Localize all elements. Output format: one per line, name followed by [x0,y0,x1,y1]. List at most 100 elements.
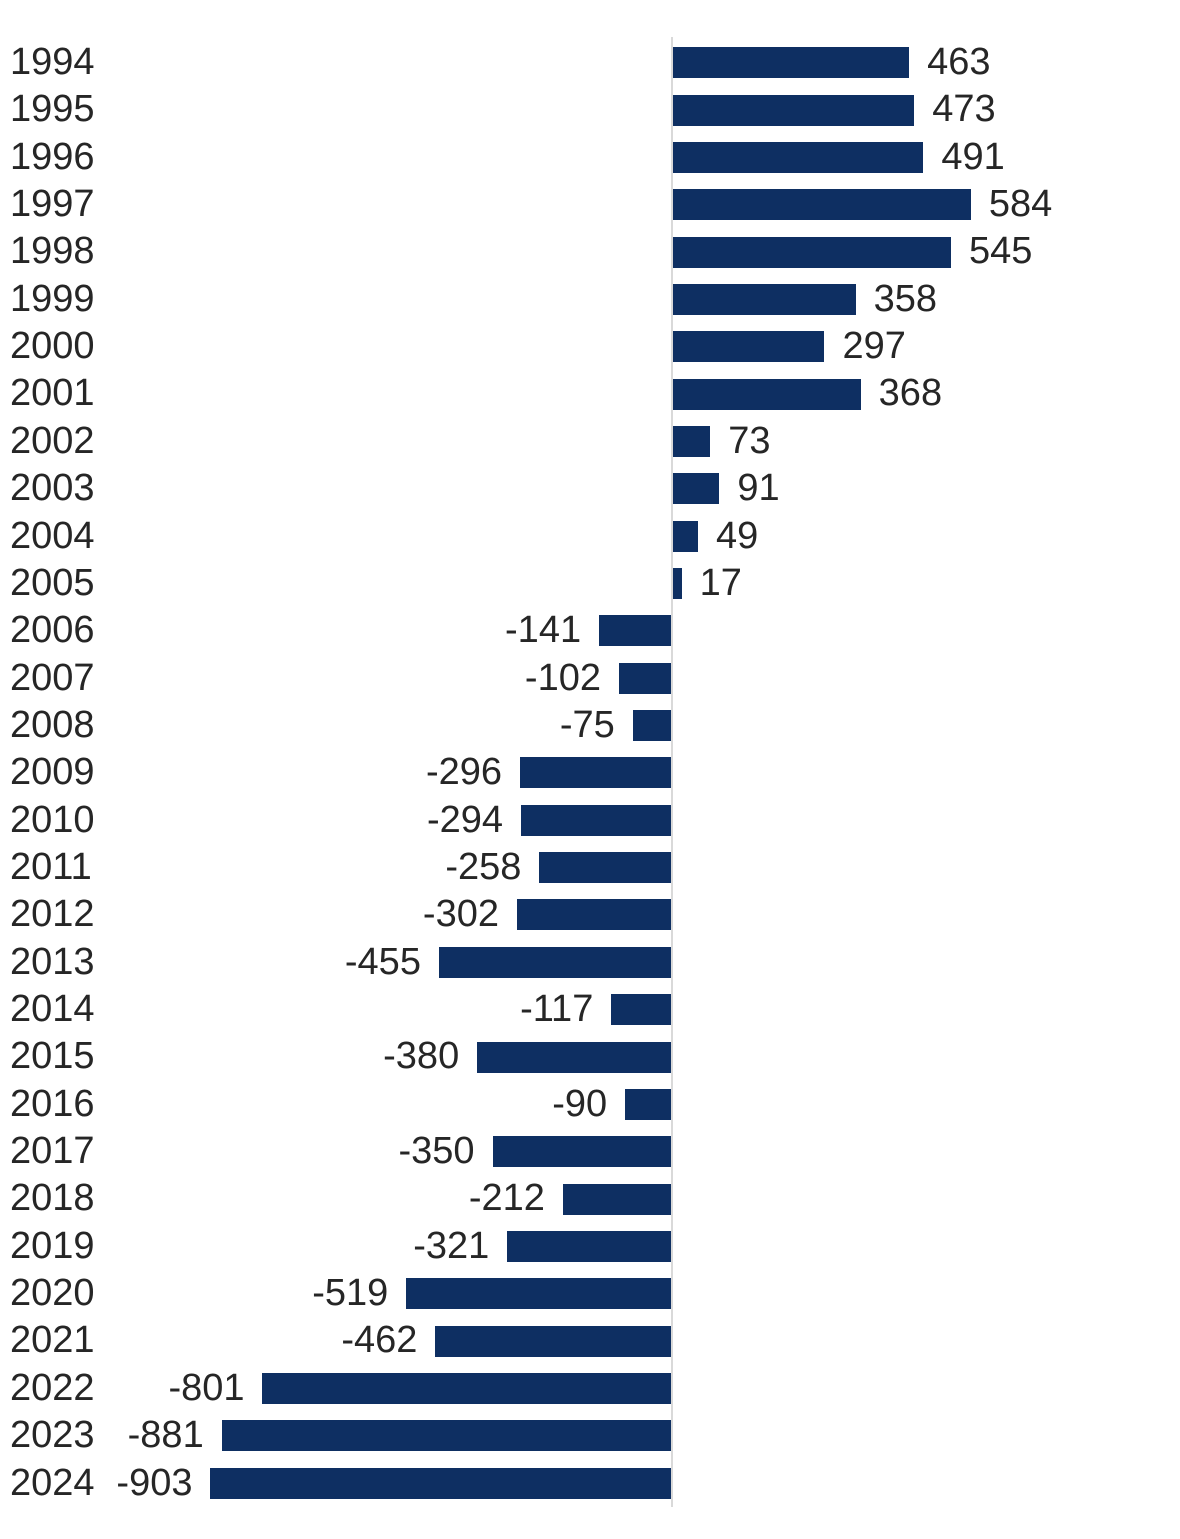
bar [221,1420,671,1452]
bar [673,473,720,505]
value-label: -455 [344,940,421,983]
chart-row: 2021 -462 [0,1317,1180,1364]
value-label: -90 [552,1082,608,1125]
year-label: 2008 [10,703,95,746]
chart-row: 2023 -881 [0,1412,1180,1459]
year-label: 2009 [10,751,95,794]
chart-row: 2020 -519 [0,1270,1180,1317]
year-label: 2010 [10,798,95,841]
year-label: 1998 [10,230,95,273]
year-label: 2004 [10,514,95,557]
chart-row: 2002 73 [0,418,1180,465]
year-label: 2015 [10,1035,95,1078]
year-label: 2011 [10,845,92,888]
chart-row: 1996 491 [0,134,1180,181]
chart-row: 2015 -380 [0,1033,1180,1080]
bar [521,804,671,836]
year-label: 1994 [10,41,95,83]
bar [492,1136,671,1168]
value-label: 473 [932,88,996,131]
chart-row: 2003 91 [0,465,1180,512]
value-label: -212 [468,1177,545,1220]
chart-row: 1999 358 [0,276,1180,323]
year-label: 2021 [10,1319,95,1362]
bar [516,899,671,931]
chart-row: 2008 -75 [0,702,1180,749]
year-label: 2019 [10,1224,95,1267]
bar [520,757,671,789]
bar [438,946,671,978]
value-label: 491 [941,135,1005,178]
chart-row: 1994 463 [0,39,1180,86]
year-label: 2017 [10,1130,95,1173]
bar [262,1372,671,1404]
year-label: 2016 [10,1082,95,1125]
year-label: 2003 [10,467,95,510]
chart-row: 2010 -294 [0,797,1180,844]
chart-row: 2022 -801 [0,1365,1180,1412]
bar [673,47,910,79]
bar [477,1041,671,1073]
chart-row: 2019 -321 [0,1223,1180,1270]
bar [406,1278,671,1310]
bar [625,1088,671,1120]
chart-row: 2012 -302 [0,891,1180,938]
bar [435,1325,671,1357]
year-label: 2000 [10,325,95,368]
value-label: 17 [699,561,742,604]
value-label: -519 [312,1272,389,1315]
bar [673,283,856,315]
chart-row: 2009 -296 [0,749,1180,796]
bar [673,378,861,410]
year-label: 2001 [10,372,95,415]
bar [673,568,682,600]
year-label: 2024 [10,1461,95,1504]
value-label: 584 [988,183,1053,226]
value-label: 463 [927,41,991,83]
value-label: 49 [715,514,759,557]
year-label: 2022 [10,1366,95,1409]
chart-row: 2006 -141 [0,607,1180,654]
year-label: 2018 [10,1177,95,1220]
chart-row: 2017 -350 [0,1128,1180,1175]
year-label: 1997 [10,183,95,226]
bar [210,1467,671,1499]
bar [673,189,971,221]
chart-row: 2014 -117 [0,986,1180,1033]
chart-row: 2001 368 [0,370,1180,417]
bar [673,236,951,268]
chart-row: 2018 -212 [0,1175,1180,1222]
value-label: -258 [445,845,522,888]
year-label: 2005 [10,561,95,604]
value-label: 91 [737,467,780,510]
bar [618,662,671,694]
year-label: 1996 [10,135,95,178]
value-label: -801 [168,1366,245,1409]
year-label: 2007 [10,656,95,699]
bar [611,994,671,1026]
value-label: -294 [427,798,504,841]
year-label: 1999 [10,277,95,320]
bar [632,710,671,742]
value-label: -102 [524,656,601,699]
value-label: -117 [520,988,594,1030]
bar [673,94,915,126]
year-label: 2002 [10,419,95,462]
chart-row: 1997 584 [0,181,1180,228]
bar [507,1230,671,1262]
value-label: -881 [127,1414,204,1457]
bar [539,852,671,884]
value-label: -350 [398,1130,475,1173]
value-label: 297 [842,325,906,368]
value-label: -296 [425,751,503,794]
zero-axis-line [671,37,673,1507]
value-label: -302 [422,893,499,936]
chart-row: 2013 -455 [0,939,1180,986]
year-label: 2013 [10,940,95,983]
value-label: 368 [878,372,943,415]
value-label: 545 [968,230,1033,273]
bar [673,425,711,457]
value-label: -321 [413,1224,490,1267]
value-label: 73 [728,419,771,462]
